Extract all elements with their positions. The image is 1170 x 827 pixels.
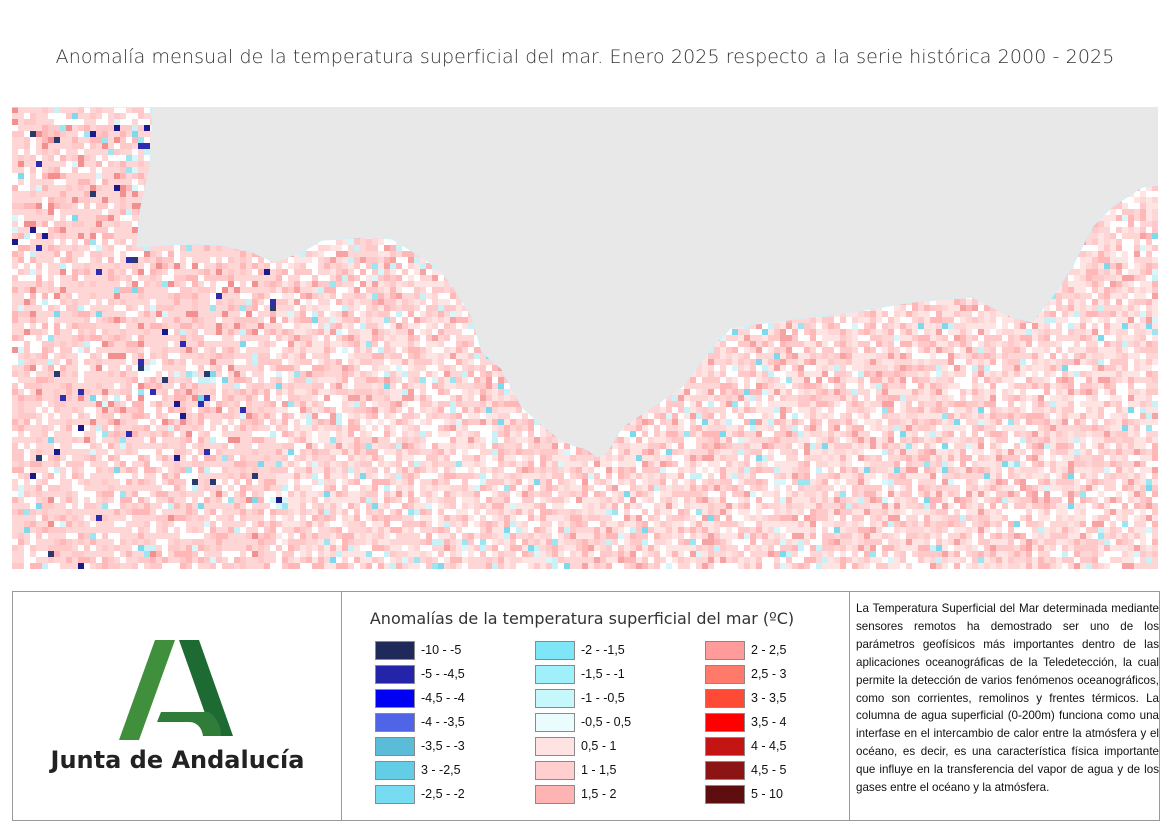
legend-swatch xyxy=(375,712,415,732)
legend-column: -10 - -5 -5 - -4,5 -4,5 - -4 -4 - -3,5 -3,5 … xyxy=(375,638,465,806)
legend-label: -4 - -3,5 xyxy=(421,715,465,729)
sst-anomaly-map[interactable] xyxy=(12,107,1158,569)
legend-swatch xyxy=(375,784,415,804)
legend-item: 5 - 10 xyxy=(705,782,786,806)
legend-swatch xyxy=(535,760,575,780)
legend-label: -5 - -4,5 xyxy=(421,667,465,681)
legend-label: -3,5 - -3 xyxy=(421,739,465,753)
legend-item: -1,5 - -1 xyxy=(535,662,631,686)
legend-swatch xyxy=(705,736,745,756)
legend-label: 3 - 3,5 xyxy=(751,691,787,705)
legend-label: -10 - -5 xyxy=(421,643,462,657)
legend-label: 4 - 4,5 xyxy=(751,739,787,753)
info-panel: Junta de Andalucía Anomalías de la tempe… xyxy=(12,591,1160,821)
legend-item: 1,5 - 2 xyxy=(535,782,631,806)
page-title: Anomalía mensual de la temperatura super… xyxy=(55,46,1115,68)
legend-item: -2 - -1,5 xyxy=(535,638,631,662)
legend-swatch xyxy=(375,640,415,660)
legend-swatch xyxy=(375,736,415,756)
legend-swatch xyxy=(535,640,575,660)
legend-label: 0,5 - 1 xyxy=(581,739,617,753)
logo-area: Junta de Andalucía xyxy=(13,592,342,820)
legend-label: 1 - 1,5 xyxy=(581,763,617,777)
legend-item: -10 - -5 xyxy=(375,638,465,662)
legend-label: -1 - -0,5 xyxy=(581,691,625,705)
map-canvas xyxy=(12,107,1158,569)
legend: Anomalías de la temperatura superficial … xyxy=(342,592,850,820)
legend-item: -3,5 - -3 xyxy=(375,734,465,758)
legend-label: -4,5 - -4 xyxy=(421,691,465,705)
legend-item: 3,5 - 4 xyxy=(705,710,786,734)
legend-swatch xyxy=(535,784,575,804)
legend-swatch xyxy=(705,784,745,804)
legend-swatch xyxy=(375,664,415,684)
logo-text: Junta de Andalucía xyxy=(50,746,305,774)
description-text: La Temperatura Superficial del Mar deter… xyxy=(856,602,1159,795)
legend-swatch xyxy=(705,664,745,684)
legend-item: 1 - 1,5 xyxy=(535,758,631,782)
legend-item: -2,5 - -2 xyxy=(375,782,465,806)
legend-swatch xyxy=(535,712,575,732)
legend-swatch xyxy=(705,688,745,708)
legend-swatch xyxy=(705,760,745,780)
legend-label: 3 - -2,5 xyxy=(421,763,461,777)
legend-label: -2 - -1,5 xyxy=(581,643,625,657)
legend-item: 2,5 - 3 xyxy=(705,662,786,686)
legend-label: -1,5 - -1 xyxy=(581,667,625,681)
legend-item: -0,5 - 0,5 xyxy=(535,710,631,734)
legend-column: -2 - -1,5 -1,5 - -1 -1 - -0,5 -0,5 - 0,5 0,5… xyxy=(535,638,631,806)
legend-label: 2 - 2,5 xyxy=(751,643,787,657)
legend-item: -4,5 - -4 xyxy=(375,686,465,710)
legend-item: 4,5 - 5 xyxy=(705,758,786,782)
legend-item: 0,5 - 1 xyxy=(535,734,631,758)
legend-label: -0,5 - 0,5 xyxy=(581,715,632,729)
legend-item: 4 - 4,5 xyxy=(705,734,786,758)
legend-label: 1,5 - 2 xyxy=(581,787,617,801)
legend-item: 2 - 2,5 xyxy=(705,638,786,662)
junta-andalucia-logo-icon xyxy=(119,640,233,740)
legend-label: 2,5 - 3 xyxy=(751,667,787,681)
legend-swatch xyxy=(705,640,745,660)
legend-swatch xyxy=(535,664,575,684)
legend-item: 3 - -2,5 xyxy=(375,758,465,782)
legend-swatch xyxy=(535,688,575,708)
legend-swatch xyxy=(535,736,575,756)
legend-item: 3 - 3,5 xyxy=(705,686,786,710)
legend-title: Anomalías de la temperatura superficial … xyxy=(369,609,795,628)
legend-swatch xyxy=(705,712,745,732)
legend-column: 2 - 2,5 2,5 - 3 3 - 3,5 3,5 - 4 4 - 4,5 4,5 -… xyxy=(705,638,786,806)
legend-swatch xyxy=(375,760,415,780)
coastline xyxy=(12,107,1158,458)
legend-item: -4 - -3,5 xyxy=(375,710,465,734)
legend-item: -1 - -0,5 xyxy=(535,686,631,710)
legend-label: 3,5 - 4 xyxy=(751,715,787,729)
legend-label: -2,5 - -2 xyxy=(421,787,465,801)
legend-label: 5 - 10 xyxy=(751,787,783,801)
legend-label: 4,5 - 5 xyxy=(751,763,787,777)
legend-swatch xyxy=(375,688,415,708)
legend-item: -5 - -4,5 xyxy=(375,662,465,686)
